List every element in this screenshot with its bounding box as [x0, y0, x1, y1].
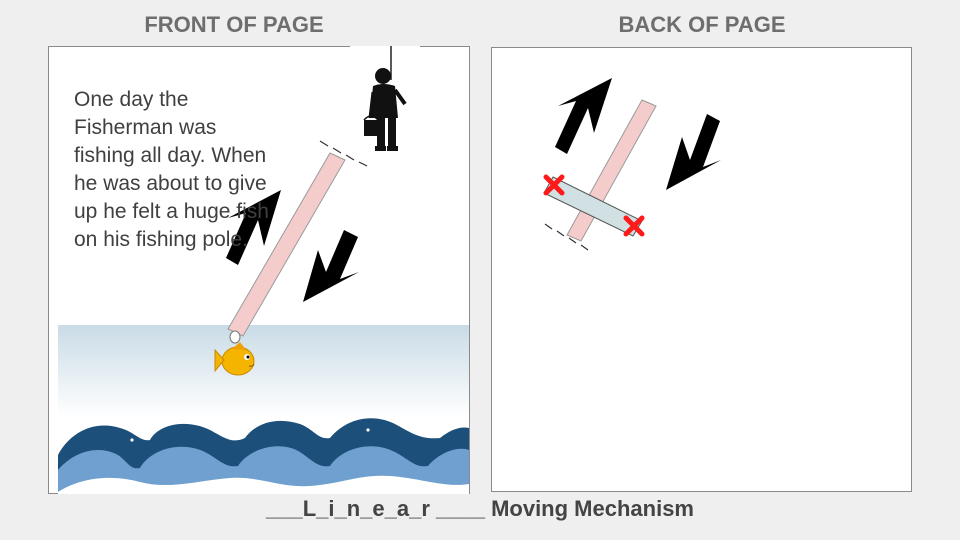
- slot-bar: [543, 176, 643, 237]
- pull-strip-front[interactable]: [227, 152, 346, 344]
- ocean-waves: [58, 418, 469, 494]
- front-heading: FRONT OF PAGE: [144, 12, 324, 37]
- fisherman-icon: [350, 46, 420, 151]
- cut-marks-back: [544, 223, 589, 251]
- arrow-down-icon: [666, 114, 721, 190]
- arrow-down-icon: [303, 230, 359, 302]
- sky-band: [58, 325, 469, 417]
- arrow-up-icon: [226, 190, 281, 265]
- back-panel: [491, 47, 912, 492]
- story-text: One day the Fisherman was fishing all da…: [74, 88, 269, 251]
- arrow-up-icon: [555, 78, 612, 154]
- front-panel: [48, 46, 470, 494]
- cut-marks-front: [319, 140, 368, 167]
- x-pin-icon: [623, 215, 645, 237]
- mechanism-caption: ___L_i_n_e_a_r ____ Moving Mechanism: [266, 496, 694, 521]
- x-pin-icon: [543, 174, 565, 196]
- back-heading: BACK OF PAGE: [618, 12, 786, 37]
- fish-icon: [214, 342, 255, 376]
